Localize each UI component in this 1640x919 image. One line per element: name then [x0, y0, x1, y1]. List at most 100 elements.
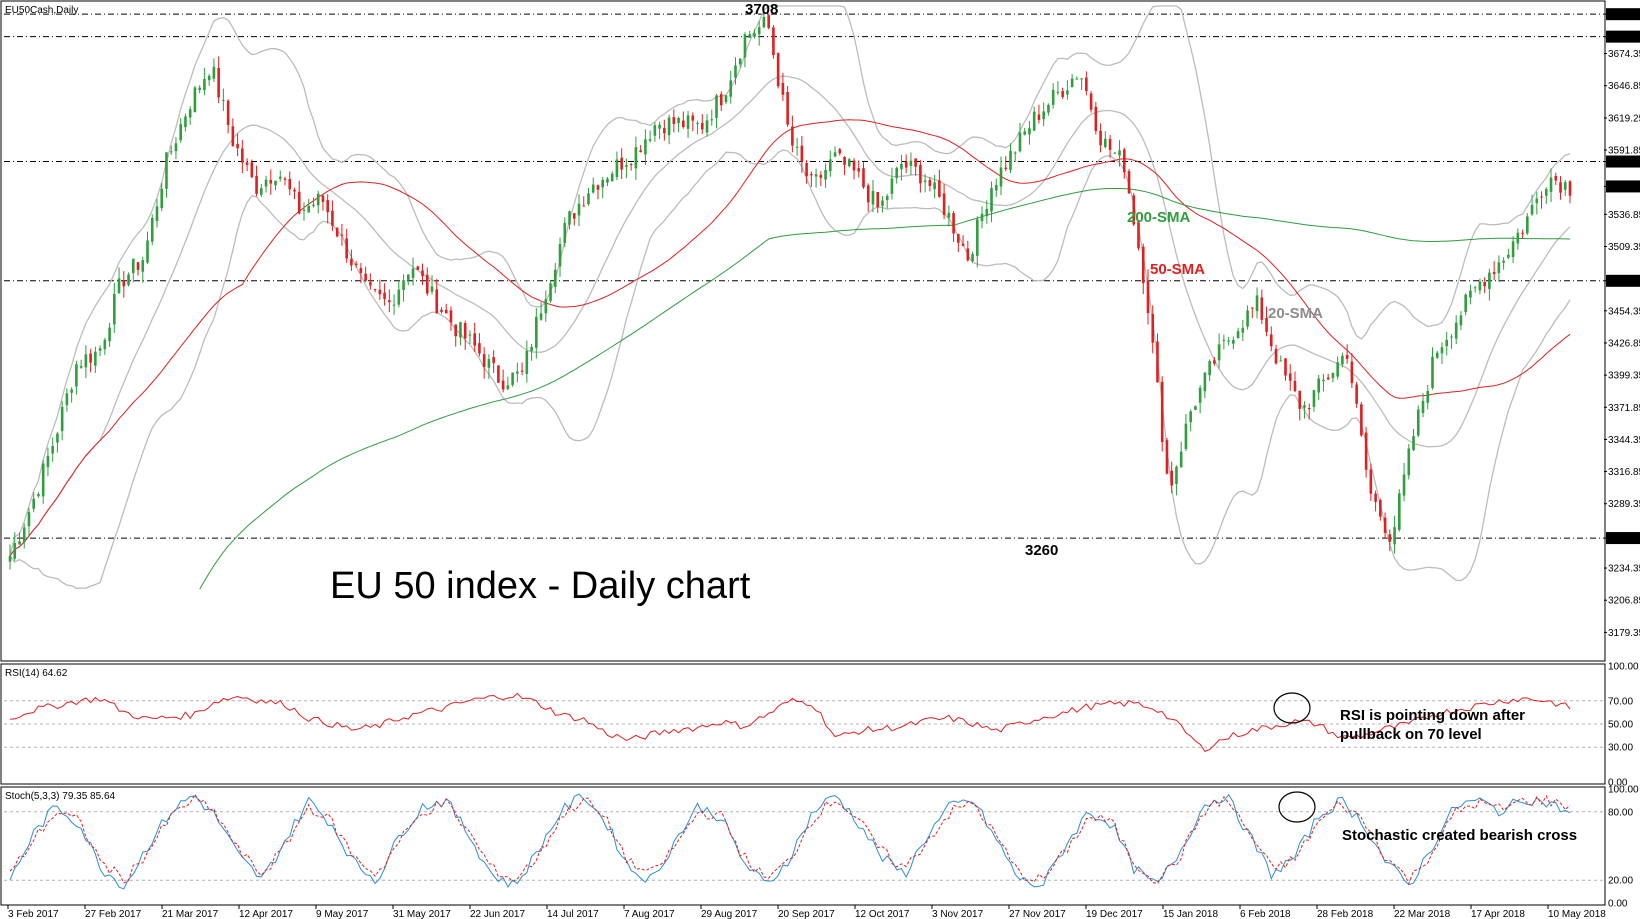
- candle-body: [1070, 78, 1074, 88]
- candle-body: [1416, 409, 1420, 436]
- candle-body: [231, 126, 235, 147]
- candle-body: [1303, 405, 1306, 408]
- rsi-tick-label: 100.00: [1608, 662, 1639, 673]
- candle-body: [98, 348, 102, 351]
- candle-body: [397, 289, 401, 305]
- x-tick-label: 21 Mar 2017: [162, 909, 219, 919]
- candle-body: [838, 149, 842, 154]
- candle-body: [1042, 111, 1045, 120]
- candle-body: [971, 254, 974, 262]
- price-panel-frame: [0, 0, 1606, 662]
- lower-band: [9, 149, 1571, 589]
- candle-body: [1341, 355, 1344, 365]
- candle-body: [961, 243, 965, 246]
- candle-body: [895, 167, 898, 179]
- candle-body: [473, 333, 476, 346]
- rsi-tick-label: 0.00: [1608, 778, 1628, 789]
- x-tick-label: 10 May 2018: [1548, 909, 1606, 919]
- candle-body: [288, 179, 292, 190]
- x-tick-label: 28 Feb 2018: [1317, 909, 1374, 919]
- candle-body: [1336, 362, 1339, 377]
- stoch-tick-label: 0.00: [1608, 899, 1628, 910]
- candle-body: [824, 169, 827, 180]
- candle-body: [648, 139, 652, 141]
- candle-body: [1146, 280, 1150, 314]
- price-tick-label: 3674.35: [1608, 49, 1640, 60]
- candle-body: [160, 188, 164, 209]
- upper-band: [9, 5, 1571, 556]
- price-tick-label: 3480.00: [1608, 276, 1640, 287]
- candle-body: [1307, 407, 1311, 409]
- price-y-axis: 3708.00 3688.80 3674.35 3646.85 3619.25 3591.…: [1604, 8, 1640, 639]
- candle-body: [150, 217, 154, 242]
- candle-body: [563, 222, 567, 244]
- candle-body: [430, 286, 434, 292]
- candle-body: [321, 195, 325, 202]
- candle-body: [805, 163, 808, 177]
- candle-body: [440, 309, 443, 312]
- candle-body: [492, 357, 495, 364]
- x-tick-label: 14 Jul 2017: [547, 909, 599, 919]
- candle-body: [1179, 451, 1183, 468]
- candle-body: [1492, 272, 1496, 275]
- candle-body: [558, 243, 562, 267]
- price-tick-highlight: [1606, 8, 1640, 21]
- candle-body: [392, 304, 396, 306]
- candle-body: [1464, 294, 1467, 313]
- candle-body: [75, 364, 78, 387]
- candle-body: [1246, 310, 1249, 327]
- price-tick-label: 3591.85: [1608, 146, 1640, 157]
- candle-body: [1350, 361, 1354, 384]
- sma200-label: 200-SMA: [1127, 209, 1191, 226]
- candle-body: [544, 299, 548, 314]
- candle-body: [326, 200, 329, 213]
- candle-body: [1099, 130, 1102, 146]
- candle-body: [369, 282, 372, 286]
- candle-body: [1431, 356, 1434, 388]
- candle-body: [511, 372, 514, 385]
- rsi-panel-label: RSI(14) 64.62: [5, 668, 68, 679]
- candle-body: [696, 122, 699, 124]
- price-tick-label: 3619.25: [1608, 113, 1640, 124]
- candle-body: [1165, 440, 1169, 474]
- candle-body: [781, 82, 785, 95]
- candle-body: [1066, 90, 1069, 95]
- candle-body: [1051, 89, 1055, 105]
- candle-body: [577, 203, 581, 216]
- stoch-tick-label: 80.00: [1608, 807, 1633, 818]
- price-tick-label: 3206.85: [1608, 596, 1640, 607]
- candle-body: [1284, 358, 1287, 376]
- candle-body: [1483, 282, 1486, 287]
- candle-body: [1331, 373, 1335, 379]
- candle-body: [1009, 150, 1012, 171]
- candle-body: [985, 208, 989, 217]
- candle-body: [212, 66, 216, 79]
- candle-body: [691, 115, 695, 121]
- candle-body: [108, 327, 111, 342]
- candle-body: [658, 124, 661, 129]
- candle-body: [350, 258, 353, 266]
- x-tick-label: 15 Jan 2018: [1163, 909, 1218, 919]
- candle-body: [501, 380, 505, 390]
- candle-body: [264, 179, 268, 187]
- stoch-plot: [4, 793, 1604, 890]
- candle-body: [1530, 205, 1534, 215]
- candle-body: [881, 200, 884, 206]
- candle-body: [753, 33, 756, 37]
- candle-body: [373, 289, 377, 291]
- price-tick-label: 3316.85: [1608, 467, 1640, 478]
- candle-body: [89, 353, 92, 363]
- candle-body: [1137, 222, 1140, 249]
- candle-body: [819, 174, 823, 178]
- candle-body: [1127, 171, 1131, 194]
- candle-body: [1028, 128, 1031, 135]
- candle-body: [65, 393, 69, 406]
- candle-body: [1184, 423, 1188, 450]
- price-tick-label: 3646.85: [1608, 81, 1640, 92]
- candle-body: [1559, 182, 1562, 193]
- candle-body: [241, 148, 244, 163]
- candle-body: [1227, 340, 1230, 342]
- candle-body: [1118, 150, 1121, 156]
- candle-body: [601, 179, 605, 188]
- candle-body: [359, 268, 363, 274]
